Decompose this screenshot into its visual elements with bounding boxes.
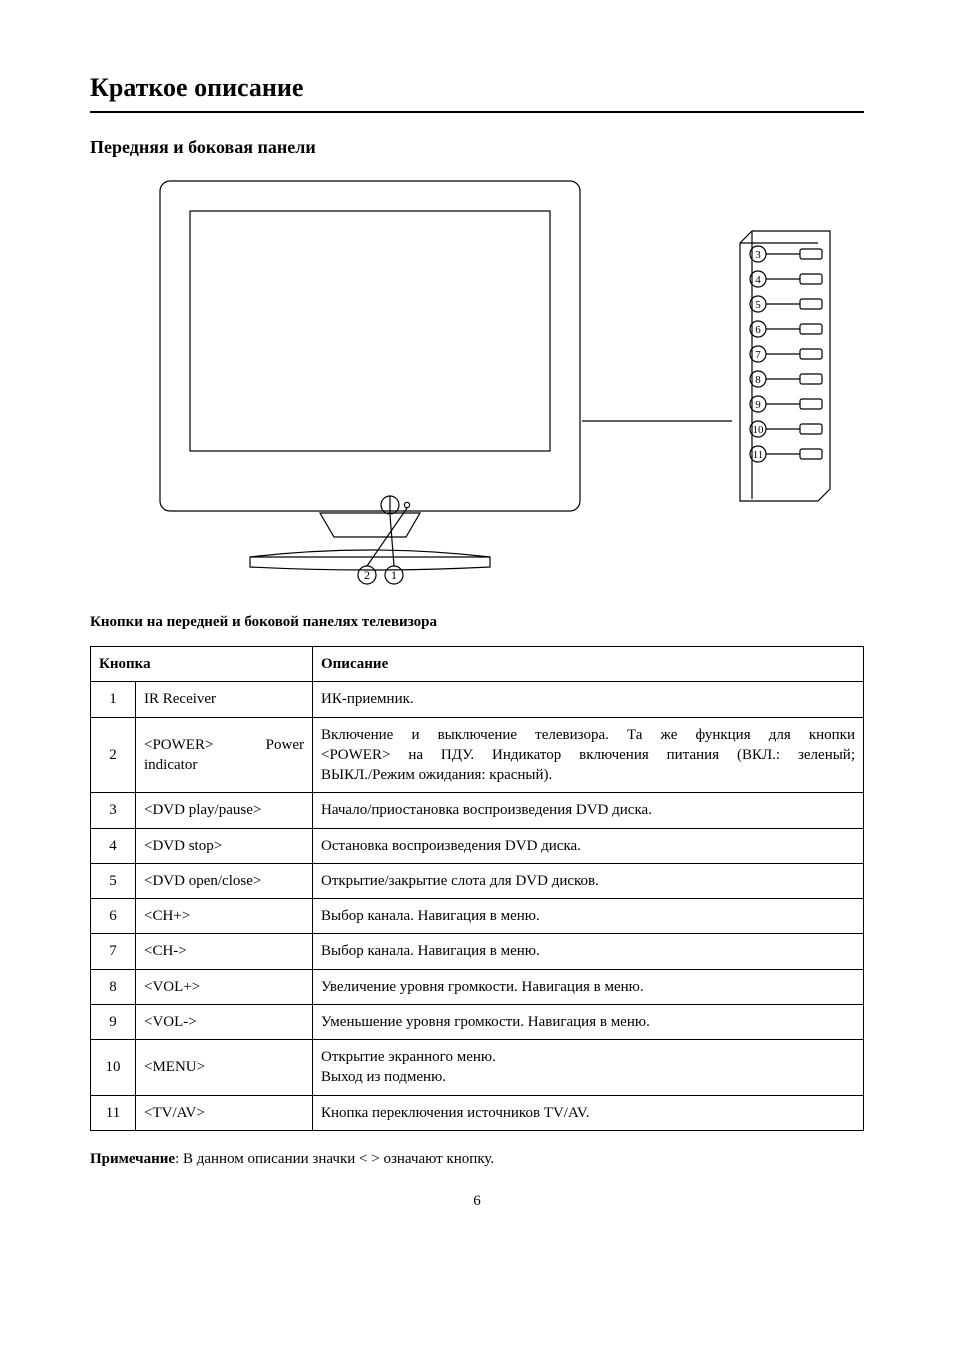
svg-text:9: 9 <box>755 399 761 411</box>
row-desc: Выбор канала. Навигация в меню. <box>313 899 864 934</box>
table-row: 7<CH->Выбор канала. Навигация в меню. <box>91 934 864 969</box>
row-number: 6 <box>91 899 136 934</box>
note-text: : В данном описании значки < > означают … <box>175 1151 494 1167</box>
row-button: <POWER>Powerindicator <box>136 717 313 793</box>
row-desc: Открытие/закрытие слота для DVD дисков. <box>313 863 864 898</box>
sub-title: Передняя и боковая панели <box>90 135 864 159</box>
page-number: 6 <box>90 1191 864 1211</box>
table-row: 4<DVD stop>Остановка воспроизведения DVD… <box>91 828 864 863</box>
row-number: 3 <box>91 793 136 828</box>
row-button: IR Receiver <box>136 682 313 717</box>
table-row: 3<DVD play/pause>Начало/приостановка вос… <box>91 793 864 828</box>
table-row: 6<CH+>Выбор канала. Навигация в меню. <box>91 899 864 934</box>
row-desc: Включение и выключение телевизора. Та же… <box>313 717 864 793</box>
row-number: 10 <box>91 1040 136 1096</box>
row-button: <CH-> <box>136 934 313 969</box>
table-row: 5<DVD open/close>Открытие/закрытие слота… <box>91 863 864 898</box>
note-label: Примечание <box>90 1151 175 1167</box>
row-number: 5 <box>91 863 136 898</box>
svg-text:1: 1 <box>391 568 397 582</box>
row-button: <CH+> <box>136 899 313 934</box>
table-row: 11<TV/AV>Кнопка переключения источников … <box>91 1095 864 1130</box>
header-button: Кнопка <box>91 647 313 682</box>
table-row: 9<VOL->Уменьшение уровня громкости. Нави… <box>91 1004 864 1039</box>
section-title: Краткое описание <box>90 70 864 105</box>
svg-text:11: 11 <box>753 449 764 461</box>
row-desc: Остановка воспроизведения DVD диска. <box>313 828 864 863</box>
svg-text:2: 2 <box>364 568 370 582</box>
row-button: <TV/AV> <box>136 1095 313 1130</box>
row-number: 9 <box>91 1004 136 1039</box>
row-desc: Выбор канала. Навигация в меню. <box>313 934 864 969</box>
row-desc: Начало/приостановка воспроизведения DVD … <box>313 793 864 828</box>
diagram-caption: Кнопки на передней и боковой панелях тел… <box>90 612 864 632</box>
row-button: <VOL+> <box>136 969 313 1004</box>
row-desc: Открытие экранного меню.Выход из подменю… <box>313 1040 864 1096</box>
buttons-table: Кнопка Описание 1IR ReceiverИК-приемник.… <box>90 646 864 1131</box>
row-number: 8 <box>91 969 136 1004</box>
row-number: 7 <box>91 934 136 969</box>
table-row: 8<VOL+>Увеличение уровня громкости. Нави… <box>91 969 864 1004</box>
row-button: <DVD stop> <box>136 828 313 863</box>
header-desc: Описание <box>313 647 864 682</box>
row-desc: Кнопка переключения источников TV/AV. <box>313 1095 864 1130</box>
svg-text:7: 7 <box>755 349 761 361</box>
row-button: <VOL-> <box>136 1004 313 1039</box>
table-header-row: Кнопка Описание <box>91 647 864 682</box>
row-desc: ИК-приемник. <box>313 682 864 717</box>
row-button: <DVD play/pause> <box>136 793 313 828</box>
table-row: 1IR ReceiverИК-приемник. <box>91 682 864 717</box>
svg-text:5: 5 <box>755 299 761 311</box>
section-divider <box>90 111 864 113</box>
svg-text:6: 6 <box>755 324 761 336</box>
row-desc: Увеличение уровня громкости. Навигация в… <box>313 969 864 1004</box>
row-button: <MENU> <box>136 1040 313 1096</box>
row-desc: Уменьшение уровня громкости. Навигация в… <box>313 1004 864 1039</box>
tv-diagram: 2 1 3 4 5 6 7 8 9 10 11 <box>120 171 864 598</box>
svg-text:4: 4 <box>755 274 761 286</box>
row-number: 4 <box>91 828 136 863</box>
note: Примечание: В данном описании значки < >… <box>90 1149 864 1169</box>
table-row: 2<POWER>PowerindicatorВключение и выключ… <box>91 717 864 793</box>
row-number: 1 <box>91 682 136 717</box>
row-button: <DVD open/close> <box>136 863 313 898</box>
row-number: 11 <box>91 1095 136 1130</box>
table-row: 10<MENU>Открытие экранного меню.Выход из… <box>91 1040 864 1096</box>
row-number: 2 <box>91 717 136 793</box>
svg-text:10: 10 <box>753 424 765 436</box>
svg-text:8: 8 <box>755 374 761 386</box>
svg-text:3: 3 <box>755 249 761 261</box>
